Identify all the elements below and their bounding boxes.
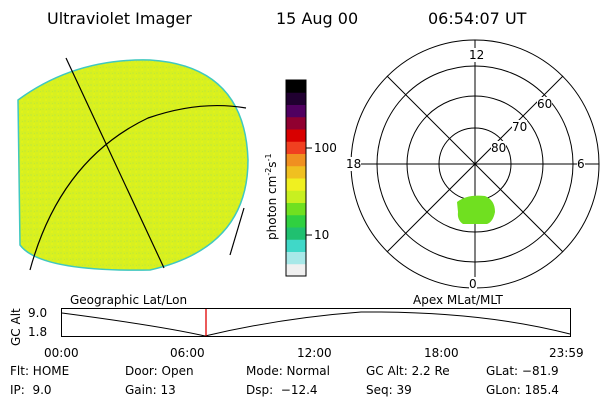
colorbar-segment [286, 116, 306, 130]
image-noise [18, 59, 248, 271]
geo-grid-lines [29, 57, 247, 271]
colorbar-segment [286, 141, 306, 154]
colorbar-segment [286, 80, 306, 93]
lat-60-label: 60 [537, 97, 553, 111]
image-edge [17, 59, 249, 271]
colorbar-segment [286, 202, 306, 216]
colorbar-segment [286, 251, 306, 265]
lat-80-label: 80 [491, 141, 507, 155]
info-dsp: Dsp: −12.4 [246, 383, 318, 397]
timeline-plot [61, 308, 571, 337]
altitude-curve [61, 311, 571, 337]
polar-plot [350, 39, 600, 289]
apex-label: Apex MLat/MLT [413, 293, 503, 307]
mlt-12-label: 12 [469, 48, 485, 62]
colorbar-segment [286, 239, 306, 252]
diag-line-2 [386, 75, 564, 253]
colorbar-segment [286, 92, 306, 105]
info-seq: Seq: 39 [366, 383, 412, 397]
tick-0600: 06:00 [170, 346, 205, 360]
timeline-axis-label: GC Alt [9, 308, 23, 346]
time-label: 06:54:07 UT [428, 9, 527, 28]
geo-label: Geographic Lat/Lon [70, 293, 188, 307]
tick-2359: 23:59 [549, 346, 584, 360]
info-door: Door: Open [125, 364, 194, 378]
colorbar-segment [286, 178, 306, 191]
info-mode: Mode: Normal [246, 364, 330, 378]
colorbar [285, 79, 307, 277]
colorbar-segment [286, 227, 306, 240]
timeline-ybottom: 1.8 [28, 325, 48, 339]
info-glon: GLon: 185.4 [486, 383, 559, 397]
info-gcalt: GC Alt: 2.2 Re [366, 364, 450, 378]
timeline-ylabel: GC Alt [9, 308, 23, 346]
colorbar-segment [286, 153, 306, 167]
colorbar-segment [286, 129, 306, 142]
edge-tick [229, 207, 245, 256]
tick-100-label: 100 [314, 141, 337, 155]
colorbar-unit-label: photon cm-2s-1 [264, 153, 279, 240]
info-flt: Flt: HOME [10, 364, 70, 378]
latitude-arc [29, 104, 247, 271]
colorbar-segment [286, 214, 306, 228]
info-gain: Gain: 13 [125, 383, 176, 397]
tick-1200: 12:00 [297, 346, 332, 360]
mlt-18-label: 18 [346, 157, 362, 171]
colorbar-segment [286, 190, 306, 203]
meridian-line [65, 57, 165, 269]
instrument-title: Ultraviolet Imager [47, 9, 192, 28]
timeline-ytop: 9.0 [28, 306, 48, 320]
info-ip: IP: 9.0 [10, 383, 52, 397]
colorbar-segment [286, 104, 306, 118]
colorbar-unit: photon cm-2s-1 [264, 153, 279, 240]
colorbar-frame [285, 79, 307, 277]
colorbar-segment [286, 165, 306, 179]
mlt-0-label: 0 [469, 277, 477, 291]
lat-70-label: 70 [512, 120, 528, 134]
colorbar-segment [286, 263, 306, 277]
emission-blob [457, 195, 495, 224]
timeline-frame [61, 308, 571, 337]
info-glat: GLat: −81.9 [486, 364, 559, 378]
image-disk [18, 59, 248, 271]
colorbar-axis: 100 10 [306, 141, 337, 242]
date-label: 15 Aug 00 [276, 9, 359, 28]
tick-10-label: 10 [314, 228, 329, 242]
tick-1800: 18:00 [424, 346, 459, 360]
mlt-6-label: 6 [577, 157, 585, 171]
tick-0000: 00:00 [44, 346, 79, 360]
